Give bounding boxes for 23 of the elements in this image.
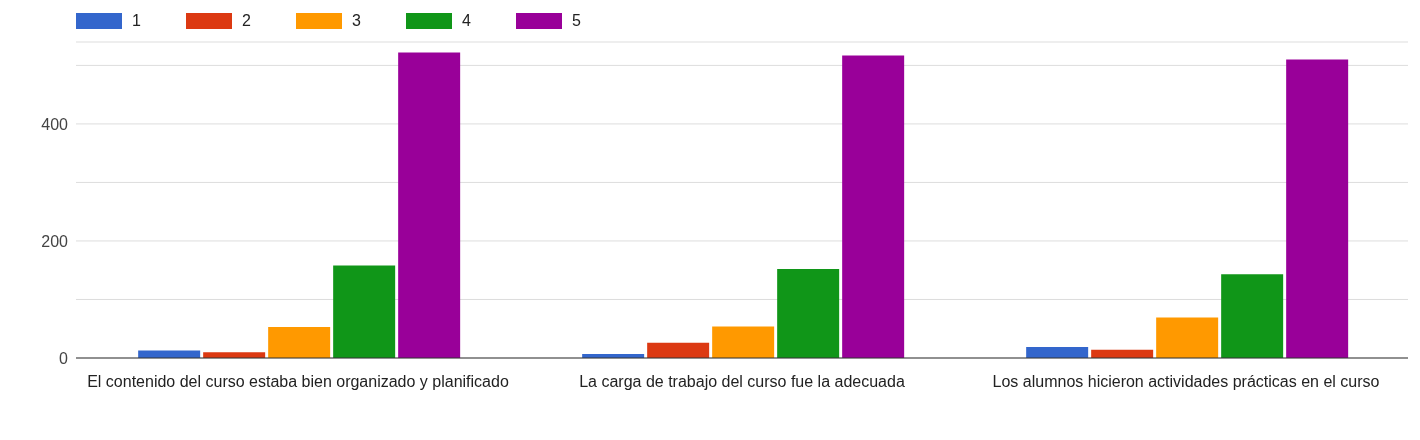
bar: [1156, 317, 1219, 358]
bar: [268, 326, 331, 358]
legend-label: 2: [242, 12, 251, 30]
y-tick-label: 400: [41, 115, 69, 133]
x-tick-label: La carga de trabajo del curso fue la adecuada: [579, 373, 905, 391]
y-tick-label: 200: [41, 232, 69, 250]
y-tick-label: 0: [59, 349, 69, 367]
bar: [138, 350, 201, 358]
x-tick-label: Los alumnos hicieron actividades prácticas en el curso: [992, 373, 1380, 391]
bar: [647, 342, 710, 358]
bar: [712, 326, 775, 358]
bar: [777, 269, 840, 358]
legend-label: 4: [462, 12, 471, 30]
bar: [1221, 274, 1284, 358]
bar: [333, 265, 396, 358]
bar: [398, 52, 461, 358]
bar: [1286, 59, 1349, 358]
legend-label: 1: [132, 12, 141, 30]
bar: [842, 55, 905, 358]
legend-label: 5: [572, 12, 581, 30]
legend-label: 3: [352, 12, 361, 30]
x-tick-label: El contenido del curso estaba bien organizado y planificado: [87, 373, 509, 391]
bar: [1026, 346, 1089, 358]
